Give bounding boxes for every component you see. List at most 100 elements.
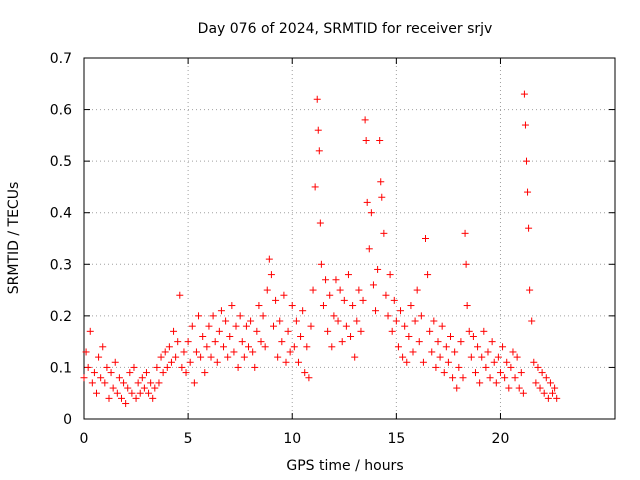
data-point (170, 327, 178, 335)
x-axis-label: GPS time / hours (286, 458, 403, 474)
data-point (465, 327, 473, 335)
data-point (461, 229, 469, 237)
data-point (197, 353, 205, 361)
data-point (494, 353, 502, 361)
data-point (384, 312, 392, 320)
data-point (361, 116, 369, 124)
y-tick-label: 0.1 (50, 360, 72, 376)
x-tick-label: 20 (492, 431, 510, 447)
data-point (95, 353, 103, 361)
data-point (553, 394, 561, 402)
data-point (426, 327, 434, 335)
data-point (388, 327, 396, 335)
data-point (407, 302, 415, 310)
data-point (316, 219, 324, 227)
data-point (344, 271, 352, 279)
data-point (349, 302, 357, 310)
data-point (357, 327, 365, 335)
x-axis: 0 5 10 15 20 (80, 58, 510, 447)
data-point (132, 394, 140, 402)
data-point (209, 312, 217, 320)
data-point (207, 353, 215, 361)
data-point (294, 358, 302, 366)
data-point (526, 286, 534, 294)
data-point (446, 332, 454, 340)
data-point (459, 374, 467, 382)
data-point (422, 235, 430, 242)
data-point (249, 348, 257, 356)
data-point (124, 384, 132, 392)
data-point (97, 374, 105, 382)
data-point (369, 281, 377, 289)
data-point (222, 317, 230, 325)
data-point (367, 209, 375, 217)
data-point (434, 338, 442, 346)
data-point (311, 183, 319, 191)
data-point (365, 245, 373, 253)
data-point (377, 178, 385, 186)
data-point (128, 389, 136, 397)
data-point (372, 307, 380, 315)
data-point (467, 353, 475, 361)
data-point (432, 363, 440, 371)
data-point (136, 389, 144, 397)
data-point (232, 322, 240, 330)
data-point (438, 322, 446, 330)
data-point (113, 389, 121, 397)
data-point (230, 348, 238, 356)
x-tick-label: 15 (387, 431, 405, 447)
data-point (269, 322, 277, 330)
data-point (353, 317, 361, 325)
data-point (145, 389, 153, 397)
data-point (359, 296, 367, 304)
data-point (520, 90, 528, 98)
data-point (284, 327, 292, 335)
data-point (103, 363, 111, 371)
data-point (519, 389, 527, 397)
data-point (220, 343, 228, 351)
data-point (417, 312, 425, 320)
data-point (147, 379, 155, 387)
data-point (163, 363, 171, 371)
data-point (549, 389, 557, 397)
data-point (503, 358, 511, 366)
data-point (469, 332, 477, 340)
data-point (142, 369, 150, 377)
data-point (430, 317, 438, 325)
data-point (436, 353, 444, 361)
data-point (488, 338, 496, 346)
data-point (536, 384, 544, 392)
data-point (149, 394, 157, 402)
data-point (474, 343, 482, 351)
data-point (415, 338, 423, 346)
data-point (347, 332, 355, 340)
data-point (303, 343, 311, 351)
data-point (155, 379, 163, 387)
data-point (546, 379, 554, 387)
data-point (401, 322, 409, 330)
data-points (80, 90, 561, 408)
data-point (278, 338, 286, 346)
data-point (182, 369, 190, 377)
data-point (319, 302, 327, 310)
data-point (199, 332, 207, 340)
data-point (513, 353, 521, 361)
data-point (301, 369, 309, 377)
data-point (382, 291, 390, 299)
data-point (525, 224, 533, 232)
data-point (521, 121, 529, 129)
data-point (267, 271, 275, 279)
data-point (482, 363, 490, 371)
data-point (140, 384, 148, 392)
data-point (340, 296, 348, 304)
y-axis: 0 0.1 0.2 0.3 0.4 0.5 0.6 0.7 (50, 51, 615, 428)
data-point (524, 188, 532, 196)
data-point (476, 379, 484, 387)
data-point (261, 343, 269, 351)
data-point (326, 291, 334, 299)
data-point (251, 363, 259, 371)
data-point (315, 147, 323, 155)
data-point (403, 358, 411, 366)
data-point (442, 343, 450, 351)
